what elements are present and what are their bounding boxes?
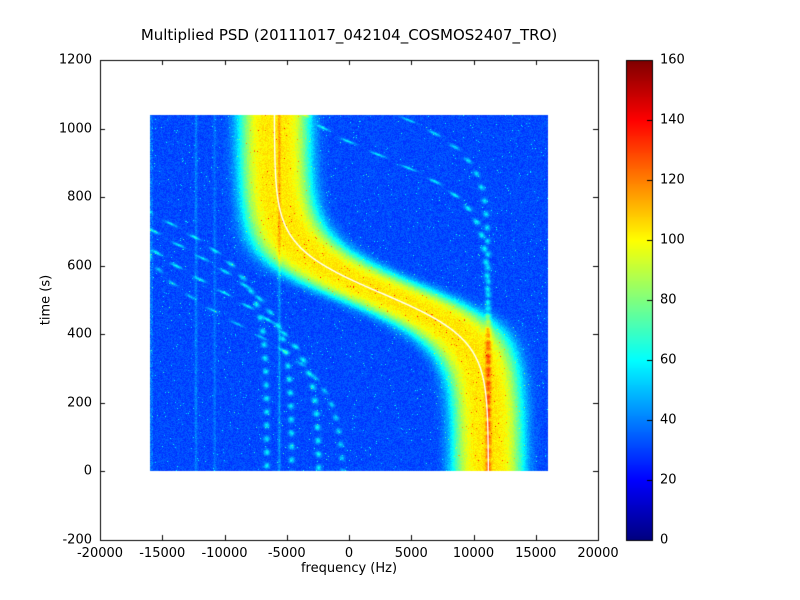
- colorbar-tick-label: 100: [660, 232, 685, 248]
- colorbar-tick-label: 40: [660, 412, 677, 428]
- colorbar-tick-label: 80: [660, 292, 677, 308]
- x-axis-label: frequency (Hz): [300, 561, 398, 576]
- x-tick-label: -10000: [201, 546, 248, 561]
- colorbar-tick-label: 20: [660, 472, 677, 488]
- x-tick-label: 15000: [515, 546, 557, 561]
- x-tick-label: -20000: [76, 546, 124, 561]
- colorbar-tick-label: 120: [660, 172, 685, 188]
- y-axis-label: time (s): [38, 274, 54, 326]
- y-tick-label: -200: [62, 532, 92, 548]
- x-tick-label: 20000: [577, 546, 619, 561]
- y-tick-label: 0: [83, 463, 92, 479]
- colorbar-tick-label: 60: [660, 352, 677, 368]
- x-tick-label: 10000: [452, 546, 495, 561]
- colorbar-tick-label: 0: [660, 532, 669, 548]
- colorbar-tick-label: 140: [660, 112, 685, 128]
- y-tick-label: 1000: [58, 121, 92, 137]
- chart-title: Multiplied PSD (20111017_042104_COSMOS24…: [140, 26, 558, 44]
- y-tick-label: 600: [67, 258, 92, 274]
- y-tick-label: 200: [67, 395, 92, 411]
- colorbar-tick-label: 160: [660, 52, 685, 68]
- y-tick-label: 400: [67, 326, 92, 342]
- x-tick-label: 0: [344, 546, 354, 561]
- x-tick-label: -15000: [139, 546, 186, 561]
- x-tick-label: -5000: [267, 546, 306, 561]
- x-tick-label: 5000: [394, 546, 428, 561]
- y-tick-label: 800: [67, 189, 92, 205]
- y-tick-label: 1200: [58, 52, 92, 68]
